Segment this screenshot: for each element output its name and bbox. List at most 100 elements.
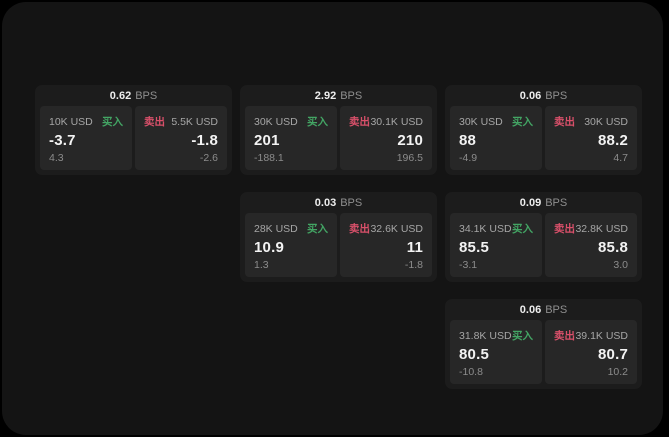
bps-unit-label: BPS <box>340 196 363 209</box>
cards-grid: 0.62 BPS 10K USD 买入 -3.7 4.3 卖出 5.5K USD… <box>35 85 642 389</box>
buy-side-label: 买入 <box>512 223 533 235</box>
buy-amount-label: 28K USD <box>254 222 298 235</box>
buy-side-label: 买入 <box>102 116 123 128</box>
sell-quote-tile[interactable]: 卖出 32.6K USD 11 -1.8 <box>340 213 432 277</box>
sell-side-label: 卖出 <box>349 223 370 235</box>
buy-price: 201 <box>254 132 280 149</box>
buy-side-label: 买入 <box>512 330 533 342</box>
sell-delta: 4.7 <box>613 152 628 164</box>
bps-value: 2.92 <box>314 89 337 102</box>
bps-value: 0.09 <box>519 196 542 209</box>
buy-delta: -3.1 <box>459 259 478 271</box>
quote-card: 0.06 BPS 31.8K USD 买入 80.5 -10.8 卖出 39.1… <box>445 299 642 389</box>
buy-price: 80.5 <box>459 346 489 363</box>
sell-amount-label: 30K USD <box>584 115 628 128</box>
sell-tile-header: 卖出 5.5K USD <box>144 114 218 129</box>
buy-amount-label: 30K USD <box>254 115 298 128</box>
sell-amount-label: 32.6K USD <box>370 222 423 235</box>
sell-amount-label: 30.1K USD <box>370 115 423 128</box>
buy-amount-label: 10K USD <box>49 115 93 128</box>
sell-side-label: 卖出 <box>144 116 165 128</box>
quote-card: 0.09 BPS 34.1K USD 买入 85.5 -3.1 卖出 32.8K… <box>445 192 642 282</box>
buy-price: -3.7 <box>49 132 76 149</box>
bps-unit-label: BPS <box>545 89 568 102</box>
quote-card: 0.03 BPS 28K USD 买入 10.9 1.3 卖出 32.6K US… <box>240 192 437 282</box>
card-header: 2.92 BPS <box>245 85 432 106</box>
sell-price: -1.8 <box>191 132 218 149</box>
sell-price: 210 <box>397 132 423 149</box>
buy-tile-header: 30K USD 买入 <box>254 114 328 129</box>
buy-quote-tile[interactable]: 31.8K USD 买入 80.5 -10.8 <box>450 320 542 384</box>
sell-amount-label: 32.8K USD <box>575 222 628 235</box>
buy-tile-header: 10K USD 买入 <box>49 114 123 129</box>
quote-card: 0.06 BPS 30K USD 买入 88 -4.9 卖出 30K USD 8… <box>445 85 642 175</box>
bps-value: 0.03 <box>314 196 337 209</box>
buy-price: 85.5 <box>459 239 489 256</box>
bps-unit-label: BPS <box>135 89 158 102</box>
bps-value: 0.06 <box>519 303 542 316</box>
sell-price: 11 <box>406 239 423 256</box>
buy-tile-header: 30K USD 买入 <box>459 114 533 129</box>
quote-tiles: 34.1K USD 买入 85.5 -3.1 卖出 32.8K USD 85.8… <box>450 213 637 277</box>
sell-delta: 196.5 <box>396 152 423 164</box>
buy-quote-tile[interactable]: 10K USD 买入 -3.7 4.3 <box>40 106 132 170</box>
buy-price: 88 <box>459 132 477 149</box>
buy-amount-label: 34.1K USD <box>459 222 512 235</box>
buy-side-label: 买入 <box>307 223 328 235</box>
sell-side-label: 卖出 <box>554 330 575 342</box>
card-header: 0.06 BPS <box>450 299 637 320</box>
buy-quote-tile[interactable]: 30K USD 买入 201 -188.1 <box>245 106 337 170</box>
quote-card: 0.62 BPS 10K USD 买入 -3.7 4.3 卖出 5.5K USD… <box>35 85 232 175</box>
buy-tile-header: 31.8K USD 买入 <box>459 328 533 343</box>
buy-quote-tile[interactable]: 28K USD 买入 10.9 1.3 <box>245 213 337 277</box>
buy-quote-tile[interactable]: 34.1K USD 买入 85.5 -3.1 <box>450 213 542 277</box>
buy-tile-header: 34.1K USD 买入 <box>459 221 533 236</box>
card-header: 0.06 BPS <box>450 85 637 106</box>
buy-delta: 1.3 <box>254 259 269 271</box>
buy-amount-label: 30K USD <box>459 115 503 128</box>
sell-delta: 10.2 <box>607 366 628 378</box>
sell-quote-tile[interactable]: 卖出 32.8K USD 85.8 3.0 <box>545 213 637 277</box>
card-header: 0.09 BPS <box>450 192 637 213</box>
sell-quote-tile[interactable]: 卖出 5.5K USD -1.8 -2.6 <box>135 106 227 170</box>
quote-tiles: 30K USD 买入 88 -4.9 卖出 30K USD 88.2 4.7 <box>450 106 637 170</box>
buy-tile-header: 28K USD 买入 <box>254 221 328 236</box>
card-header: 0.03 BPS <box>245 192 432 213</box>
quote-tiles: 28K USD 买入 10.9 1.3 卖出 32.6K USD 11 -1.8 <box>245 213 432 277</box>
sell-delta: 3.0 <box>613 259 628 271</box>
quote-card: 2.92 BPS 30K USD 买入 201 -188.1 卖出 30.1K … <box>240 85 437 175</box>
bps-unit-label: BPS <box>545 303 568 316</box>
bps-unit-label: BPS <box>545 196 568 209</box>
sell-tile-header: 卖出 30K USD <box>554 114 628 129</box>
sell-amount-label: 39.1K USD <box>575 329 628 342</box>
sell-delta: -1.8 <box>404 259 423 271</box>
sell-quote-tile[interactable]: 卖出 30.1K USD 210 196.5 <box>340 106 432 170</box>
buy-price: 10.9 <box>254 239 284 256</box>
quote-tiles: 31.8K USD 买入 80.5 -10.8 卖出 39.1K USD 80.… <box>450 320 637 384</box>
sell-side-label: 卖出 <box>349 116 370 128</box>
sell-amount-label: 5.5K USD <box>171 115 218 128</box>
bps-unit-label: BPS <box>340 89 363 102</box>
sell-side-label: 卖出 <box>554 116 575 128</box>
buy-side-label: 买入 <box>512 116 533 128</box>
buy-quote-tile[interactable]: 30K USD 买入 88 -4.9 <box>450 106 542 170</box>
buy-delta: 4.3 <box>49 152 64 164</box>
bps-value: 0.62 <box>109 89 132 102</box>
sell-tile-header: 卖出 30.1K USD <box>349 114 423 129</box>
sell-quote-tile[interactable]: 卖出 30K USD 88.2 4.7 <box>545 106 637 170</box>
sell-tile-header: 卖出 32.6K USD <box>349 221 423 236</box>
sell-tile-header: 卖出 39.1K USD <box>554 328 628 343</box>
buy-delta: -4.9 <box>459 152 478 164</box>
quote-tiles: 10K USD 买入 -3.7 4.3 卖出 5.5K USD -1.8 -2.… <box>40 106 227 170</box>
buy-delta: -188.1 <box>254 152 284 164</box>
sell-tile-header: 卖出 32.8K USD <box>554 221 628 236</box>
sell-price: 85.8 <box>598 239 628 256</box>
buy-side-label: 买入 <box>307 116 328 128</box>
sell-quote-tile[interactable]: 卖出 39.1K USD 80.7 10.2 <box>545 320 637 384</box>
sell-side-label: 卖出 <box>554 223 575 235</box>
app-window: 0.62 BPS 10K USD 买入 -3.7 4.3 卖出 5.5K USD… <box>2 2 663 435</box>
sell-delta: -2.6 <box>199 152 218 164</box>
bps-value: 0.06 <box>519 89 542 102</box>
sell-price: 88.2 <box>598 132 628 149</box>
quote-tiles: 30K USD 买入 201 -188.1 卖出 30.1K USD 210 1… <box>245 106 432 170</box>
